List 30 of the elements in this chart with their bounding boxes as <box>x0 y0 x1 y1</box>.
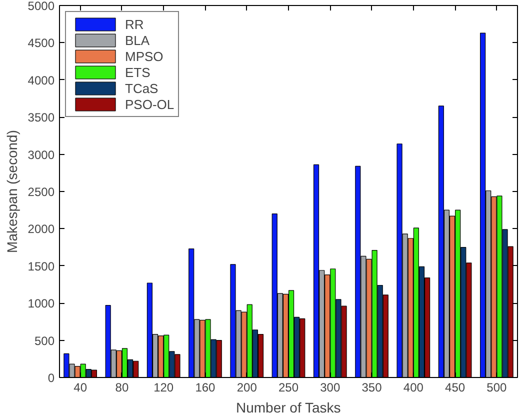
x-tick-label: 40 <box>74 380 88 394</box>
legend-label: MPSO <box>125 48 164 64</box>
x-axis-title: Number of Tasks <box>236 400 341 416</box>
x-tick-label: 500 <box>486 380 508 394</box>
y-tick-label: 4500 <box>28 36 55 50</box>
x-tick-label: 450 <box>445 380 466 394</box>
x-tick-label: 120 <box>154 380 174 394</box>
legend-label: TCaS <box>125 80 158 96</box>
x-tick-label: 250 <box>278 380 299 394</box>
y-tick-label: 3000 <box>28 148 55 162</box>
x-tick-label: 80 <box>115 380 129 394</box>
legend-label: BLA <box>125 32 150 48</box>
x-tick-label: 160 <box>195 380 216 394</box>
y-axis-title: Makespan (second) <box>4 130 20 253</box>
y-tick-label: 5000 <box>28 0 55 13</box>
y-tick-label: 4000 <box>28 73 55 88</box>
legend-label: PSO-OL <box>125 96 174 112</box>
y-tick-label: 500 <box>34 334 55 348</box>
y-tick-label: 0 <box>48 371 55 385</box>
legend-label: RR <box>125 16 145 32</box>
x-tick-label: 400 <box>403 380 424 394</box>
y-tick-label: 2500 <box>28 185 55 199</box>
x-tick-label: 200 <box>236 380 258 394</box>
x-tick-label: 350 <box>362 380 382 394</box>
y-tick-label: 1000 <box>28 296 55 311</box>
y-tick-label: 1500 <box>28 259 55 274</box>
x-tick-label: 300 <box>320 380 340 394</box>
legend-label: ETS <box>125 64 150 80</box>
y-tick-label: 2000 <box>28 222 55 236</box>
y-tick-label: 3500 <box>28 110 55 125</box>
